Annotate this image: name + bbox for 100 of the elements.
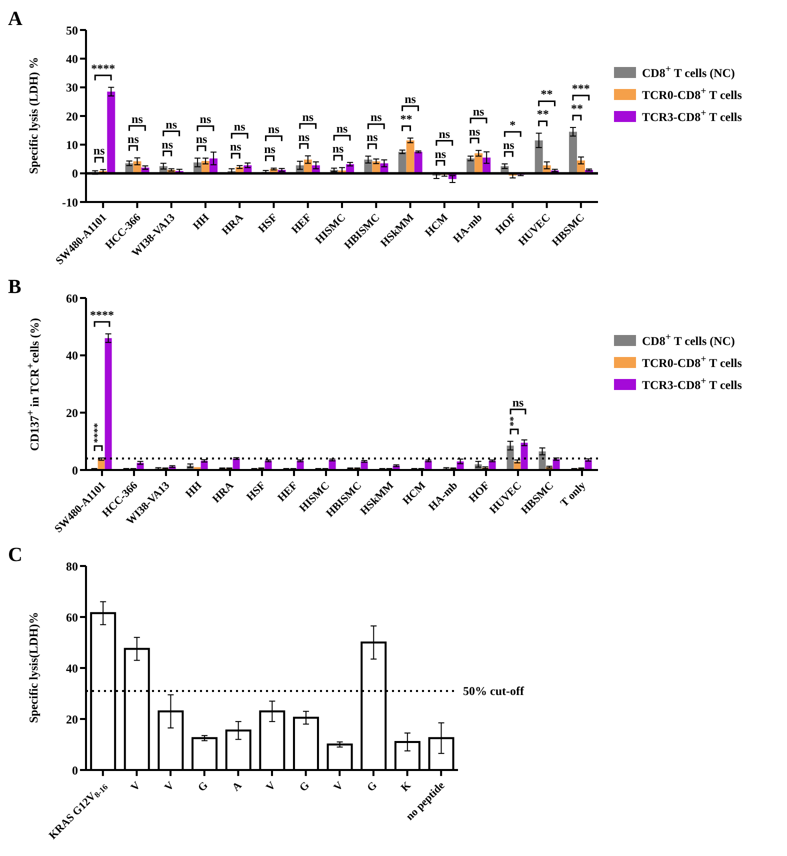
annotation: ns	[196, 132, 208, 146]
annotation: ns	[366, 130, 378, 144]
significance-bracket: ns	[299, 110, 317, 129]
significance-bracket: **	[570, 101, 583, 120]
annotation: **	[570, 101, 583, 116]
significance-bracket: ns	[298, 130, 310, 149]
significance-bracket: ns	[128, 112, 146, 131]
x-tick-label: G	[297, 779, 312, 794]
x-tick-label: HH	[190, 211, 212, 232]
annotation: ns	[268, 122, 280, 136]
annotation: ****	[90, 308, 114, 322]
chart-title: B	[8, 276, 22, 299]
y-tick-label: 40	[66, 52, 78, 66]
significance-bracket: **	[508, 416, 520, 434]
significance-bracket: ns	[333, 122, 351, 141]
annotation: ns	[234, 120, 246, 134]
y-tick-label: -10	[62, 195, 78, 210]
x-tick-label: A	[230, 780, 244, 794]
annotation: **	[508, 416, 520, 426]
significance-bracket: ***	[572, 81, 590, 100]
y-tick-label: 20	[66, 406, 78, 420]
x-tick-label: V	[162, 780, 177, 794]
significance-bracket: **	[400, 112, 412, 132]
significance-bracket: ns	[470, 104, 488, 124]
y-tick-label: 20	[66, 712, 78, 726]
x-tick-label: V	[128, 780, 143, 794]
annotation: ns	[302, 110, 314, 124]
significance-bracket: ns	[128, 132, 139, 151]
significance-bracket: ns	[510, 395, 526, 414]
annotation: ****	[91, 61, 116, 76]
x-tick-label: G	[365, 779, 380, 794]
annotation: ns	[468, 124, 481, 138]
y-tick-label: 40	[66, 348, 78, 363]
x-tick-label: T only	[558, 479, 588, 510]
annotation: ns	[230, 140, 242, 154]
annotation: ns	[503, 138, 515, 152]
significance-bracket: ns	[468, 124, 480, 144]
y-tick-label: 60	[66, 291, 78, 306]
annotation: ***	[572, 81, 590, 96]
significance-bracket: **	[538, 87, 556, 106]
annotation: *	[510, 118, 516, 132]
annotation: ****	[92, 422, 104, 443]
significance-bracket: ns	[265, 122, 282, 142]
annotation: ns	[200, 112, 212, 126]
y-tick-label: 10	[66, 138, 78, 152]
significance-bracket: ns	[93, 144, 105, 163]
significance-bracket: ****	[91, 61, 116, 80]
significance-bracket: ns	[196, 112, 214, 132]
significance-bracket: ns	[436, 126, 454, 146]
legend-label: TCR3-CD8$^{+}$ T cells	[642, 108, 742, 125]
legend-label: CD8$^{+}$ T cells (NC)	[642, 64, 735, 81]
significance-bracket: ns	[332, 142, 344, 161]
y-axis-title: Specific lysis (LDH) %	[26, 56, 42, 176]
y-tick-label: 0	[72, 463, 78, 478]
x-tick-label: K	[398, 779, 414, 794]
legend-label: TCR3-CD8$^{+}$ T cells	[642, 376, 742, 393]
significance-bracket: ns	[162, 117, 180, 136]
significance-bracket: ns	[162, 137, 174, 156]
annotation: ns	[512, 395, 524, 410]
annotation: ns	[264, 142, 276, 156]
significance-bracket: ns	[367, 110, 385, 130]
significance-bracket: ns	[434, 146, 446, 166]
y-tick-label: 80	[66, 559, 78, 574]
significance-bracket: **	[536, 107, 549, 126]
annotation: **	[400, 112, 412, 126]
significance-bracket: *	[504, 118, 522, 137]
annotation: ns	[434, 146, 446, 161]
x-tick-label: G	[196, 779, 211, 794]
annotation: ns	[166, 117, 178, 132]
y-tick-label: 50	[66, 23, 78, 38]
y-tick-label: 60	[66, 610, 78, 624]
x-tick-label: V	[332, 780, 346, 794]
significance-bracket: ns	[264, 142, 276, 162]
annotation: ns	[332, 142, 344, 156]
y-tick-label: 0	[72, 763, 78, 778]
significance-bracket: ****	[90, 308, 114, 327]
x-tick-label: HH	[184, 479, 204, 500]
y-tick-label: 0	[72, 166, 78, 181]
y-tick-label: 40	[66, 661, 78, 676]
annotation: ns	[404, 92, 416, 106]
annotation: ns	[370, 110, 382, 124]
ref-line-label: 50% cut-off	[463, 684, 525, 698]
annotation: **	[536, 107, 549, 122]
legend-label: TCR0-CD8$^{+}$ T cells	[642, 86, 742, 103]
significance-bracket: ns	[196, 132, 208, 152]
y-tick-label: 30	[66, 80, 78, 95]
annotation: ns	[438, 126, 450, 141]
annotation: ns	[128, 132, 140, 146]
chart-title: C	[8, 544, 22, 567]
annotation: ns	[162, 137, 174, 152]
significance-bracket: ns	[402, 92, 419, 112]
significance-bracket: ns	[503, 138, 514, 157]
legend-label: TCR0-CD8$^{+}$ T cells	[642, 354, 742, 371]
significance-bracket: ns	[366, 130, 378, 150]
annotation: ns	[336, 122, 348, 136]
annotation: ns	[93, 144, 106, 158]
significance-bracket: ns	[230, 140, 242, 159]
annotation: ns	[132, 112, 144, 126]
y-tick-label: 20	[66, 109, 78, 124]
y-axis-title: Specific lysis(LDH)%	[26, 611, 42, 725]
